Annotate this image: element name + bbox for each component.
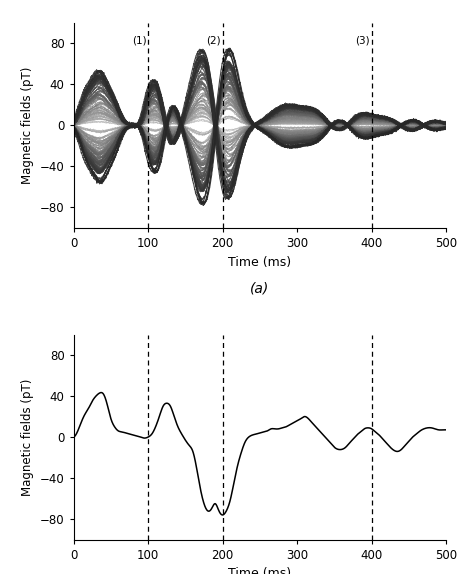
Y-axis label: Magnetic fields (pT): Magnetic fields (pT)	[21, 378, 34, 496]
X-axis label: Time (ms): Time (ms)	[228, 567, 291, 574]
Text: (1): (1)	[132, 35, 146, 45]
Text: (2): (2)	[206, 35, 221, 45]
X-axis label: Time (ms): Time (ms)	[228, 255, 291, 269]
Text: (3): (3)	[355, 35, 369, 45]
Text: (a): (a)	[250, 281, 269, 295]
Y-axis label: Magnetic fields (pT): Magnetic fields (pT)	[21, 67, 34, 184]
